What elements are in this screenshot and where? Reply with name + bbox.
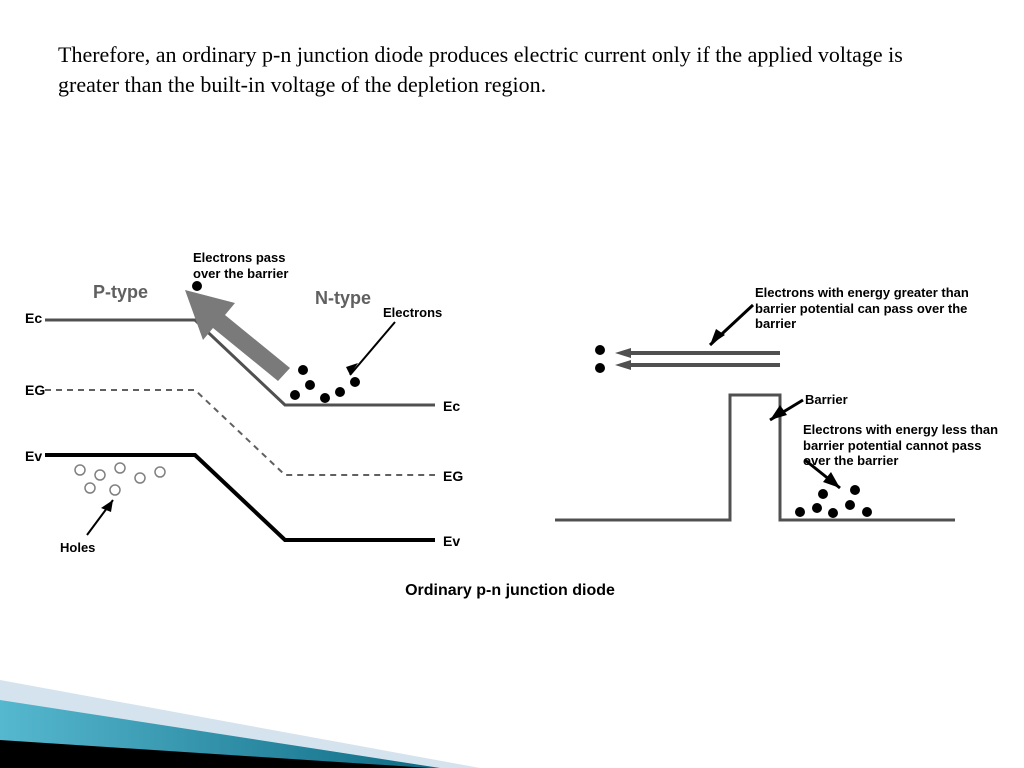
eg-left-label: EG — [25, 382, 45, 399]
p-type-label: P-type — [93, 282, 148, 304]
electrons-pass-label: Electrons pass over the barrier — [193, 250, 288, 281]
ec-right-label: Ec — [443, 398, 460, 415]
diagram-container: P-type N-type Ec EG Ev Ec EG Ev Electron… — [25, 250, 995, 610]
barrier-label: Barrier — [805, 392, 848, 408]
intro-paragraph: Therefore, an ordinary p-n junction diod… — [58, 40, 948, 99]
figure-caption: Ordinary p-n junction diode — [25, 582, 995, 600]
n-type-label: N-type — [315, 288, 371, 310]
ev-left-label: Ev — [25, 448, 42, 465]
left-band-diagram — [25, 250, 465, 580]
electrons-label: Electrons — [383, 305, 442, 321]
ec-left-label: Ec — [25, 310, 42, 327]
energy-less-label: Electrons with energy less than barrier … — [803, 422, 1003, 469]
ev-right-label: Ev — [443, 533, 460, 550]
eg-right-label: EG — [443, 468, 463, 485]
energy-greater-label: Electrons with energy greater than barri… — [755, 285, 980, 332]
holes-label: Holes — [60, 540, 95, 556]
